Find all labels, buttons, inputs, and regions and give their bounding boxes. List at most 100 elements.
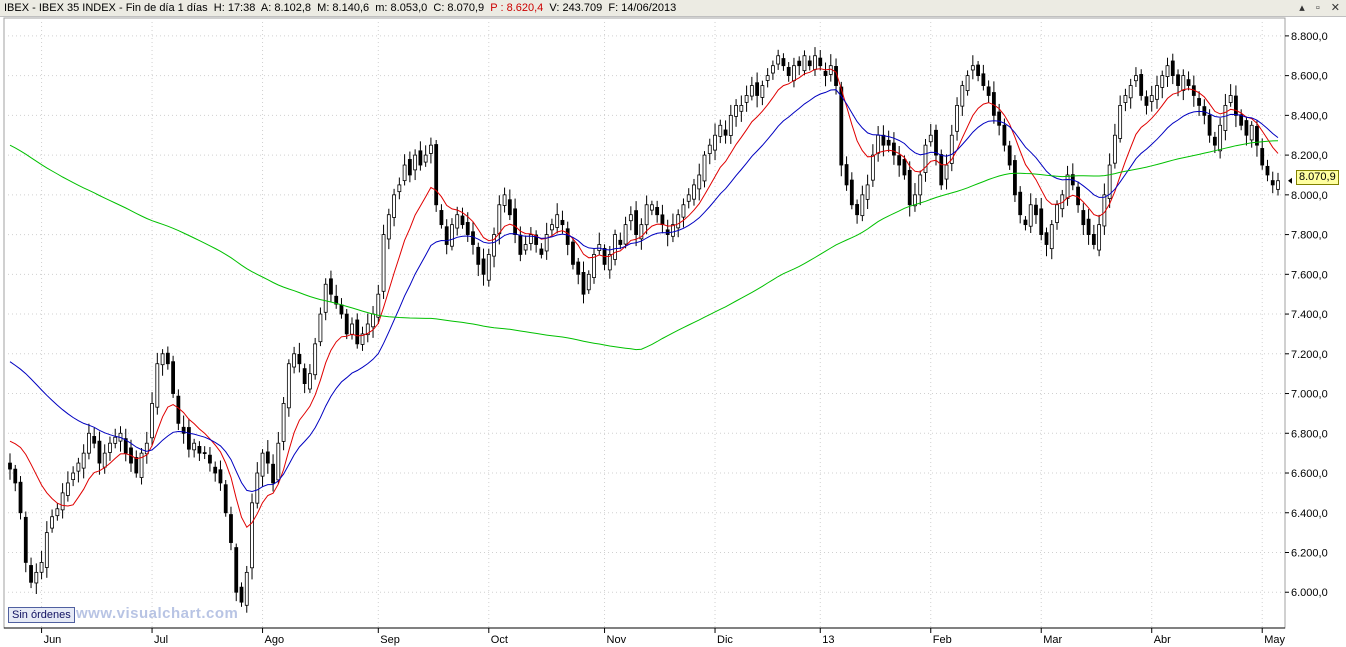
candle-body xyxy=(308,373,312,390)
candle-body xyxy=(839,86,844,166)
candle-body xyxy=(907,169,912,206)
candle-body xyxy=(265,451,270,464)
candle-body xyxy=(986,86,991,96)
candle-body xyxy=(1155,85,1159,100)
candle-body xyxy=(334,295,339,305)
candle-body xyxy=(576,261,581,275)
y-tick-label: 8.600,0 xyxy=(1291,71,1328,83)
candle-body xyxy=(970,65,975,71)
x-tick-label: Feb xyxy=(933,634,952,646)
candle-body xyxy=(313,343,318,376)
candle-body xyxy=(229,514,233,543)
candle-body xyxy=(634,210,639,235)
candle-body xyxy=(292,353,297,368)
chart-header: IBEX - IBEX 35 INDEX - Fin de día 1 días… xyxy=(0,0,1346,17)
candle-body xyxy=(965,75,970,92)
candle-body xyxy=(870,154,875,181)
candle-body xyxy=(1255,126,1259,146)
candle-body xyxy=(423,154,428,163)
candle-body xyxy=(276,442,281,481)
candle-body xyxy=(592,254,596,278)
candle-body xyxy=(186,427,191,450)
candle-body xyxy=(739,105,744,112)
candle-body xyxy=(1223,105,1228,131)
candle-body xyxy=(192,442,197,451)
candle-body xyxy=(818,57,823,67)
candle-body xyxy=(8,462,12,470)
candle-body xyxy=(565,228,570,245)
candle-body xyxy=(939,154,944,186)
candle-body xyxy=(1144,96,1149,106)
candle-body xyxy=(444,226,449,245)
candle-body xyxy=(81,452,86,469)
candle-body xyxy=(681,204,686,218)
candle-body xyxy=(823,70,828,77)
candle-body xyxy=(1186,79,1191,86)
quote-p: P : 8.620,4 xyxy=(490,2,544,14)
candle-body xyxy=(234,547,239,593)
watermark: www.visualchart.com xyxy=(76,605,239,622)
candle-body xyxy=(318,313,323,343)
candle-body xyxy=(165,352,170,365)
candle-body xyxy=(923,144,928,173)
candle-body xyxy=(1202,106,1207,116)
candle-body xyxy=(628,214,633,222)
candle-body xyxy=(365,323,370,336)
x-tick-label: 13 xyxy=(822,634,834,646)
candle-body xyxy=(497,204,502,234)
candle-body xyxy=(1013,160,1017,196)
candle-body xyxy=(571,241,575,265)
candle-body xyxy=(213,466,218,474)
candle-body xyxy=(344,313,349,335)
candle-body xyxy=(260,452,265,477)
y-tick-label: 7.200,0 xyxy=(1291,349,1328,361)
y-tick-label: 8.000,0 xyxy=(1291,190,1328,202)
sin-ordenes-button[interactable]: Sin órdenes xyxy=(8,607,75,623)
candle-body xyxy=(797,60,802,67)
candle-body xyxy=(1149,95,1154,102)
candle-body xyxy=(1018,191,1023,216)
candle-body xyxy=(418,150,423,166)
candle-body xyxy=(523,244,528,251)
candle-body xyxy=(1270,180,1275,186)
quote-close: C: 8.070,9 xyxy=(433,2,485,14)
candle-body xyxy=(649,204,654,211)
candle-body xyxy=(1107,164,1112,200)
y-tick-label: 8.400,0 xyxy=(1291,110,1328,122)
timeframe: Fin de día 1 días xyxy=(125,2,208,14)
candle-body xyxy=(902,159,907,176)
candle-body xyxy=(113,436,118,444)
candle-body xyxy=(1097,224,1102,251)
candle-body xyxy=(460,215,465,226)
ma-mid-line xyxy=(9,89,1279,493)
x-tick-label: Jun xyxy=(44,634,62,646)
candle-body xyxy=(734,105,738,117)
candle-body xyxy=(65,482,70,496)
candle-body xyxy=(134,457,139,474)
candle-body xyxy=(1165,65,1170,78)
candle-body xyxy=(329,278,333,295)
candle-body xyxy=(1212,136,1217,146)
candle-body xyxy=(760,85,765,98)
candle-body xyxy=(607,254,612,271)
candle-body xyxy=(1176,74,1180,86)
y-tick-label: 6.200,0 xyxy=(1291,547,1328,559)
x-tick-label: May xyxy=(1264,634,1285,646)
candle-body xyxy=(1123,95,1128,103)
candle-body xyxy=(1055,204,1059,223)
candle-body xyxy=(244,571,249,606)
candle-body xyxy=(439,210,444,226)
candle-body xyxy=(1170,60,1175,77)
y-tick-label: 6.400,0 xyxy=(1291,508,1328,520)
header-quote-line: IBEX - IBEX 35 INDEX - Fin de día 1 días… xyxy=(4,2,677,14)
candle-body xyxy=(897,155,902,166)
candle-body xyxy=(71,472,76,480)
candle-body xyxy=(355,319,360,345)
candle-body xyxy=(792,65,796,82)
window-buttons[interactable]: ▴ ▫ ✕ xyxy=(1299,2,1344,14)
candle-body xyxy=(728,114,733,136)
ma-fast-line xyxy=(9,68,1279,528)
candle-body xyxy=(139,452,144,478)
candle-body xyxy=(550,224,554,231)
